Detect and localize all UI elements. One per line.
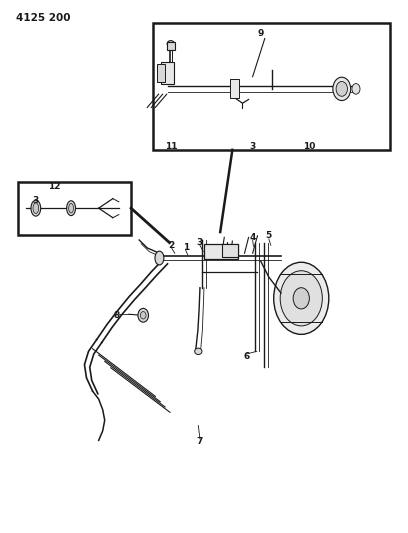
Bar — [167, 42, 175, 50]
Circle shape — [352, 84, 360, 94]
Circle shape — [140, 312, 146, 319]
Text: 12: 12 — [48, 182, 60, 191]
Ellipse shape — [155, 251, 164, 265]
Text: 3: 3 — [33, 196, 39, 205]
Circle shape — [138, 309, 149, 322]
Bar — [222, 244, 238, 257]
Text: 7: 7 — [197, 437, 203, 446]
Circle shape — [333, 77, 351, 101]
Bar — [157, 64, 165, 82]
Text: 1: 1 — [183, 244, 189, 253]
Ellipse shape — [31, 200, 41, 216]
Text: 6: 6 — [244, 352, 250, 361]
Bar — [18, 182, 131, 235]
Bar — [153, 22, 390, 150]
Circle shape — [293, 288, 309, 309]
Bar — [231, 79, 239, 98]
Text: 8: 8 — [114, 311, 120, 320]
Text: 10: 10 — [303, 142, 315, 151]
Ellipse shape — [67, 201, 75, 216]
Ellipse shape — [167, 41, 174, 47]
Ellipse shape — [195, 348, 202, 354]
Ellipse shape — [69, 204, 73, 213]
Circle shape — [280, 271, 322, 326]
Bar — [162, 62, 174, 84]
Bar — [204, 244, 238, 259]
Text: 2: 2 — [169, 241, 175, 250]
Text: 11: 11 — [165, 142, 178, 151]
Text: 9: 9 — [257, 29, 264, 38]
Text: 5: 5 — [266, 231, 272, 240]
Text: 3: 3 — [250, 142, 256, 151]
Text: 4125 200: 4125 200 — [16, 13, 70, 23]
Circle shape — [336, 82, 348, 96]
Text: 3: 3 — [197, 238, 203, 247]
Ellipse shape — [33, 203, 39, 214]
Circle shape — [274, 262, 329, 334]
Text: 4: 4 — [249, 233, 256, 242]
